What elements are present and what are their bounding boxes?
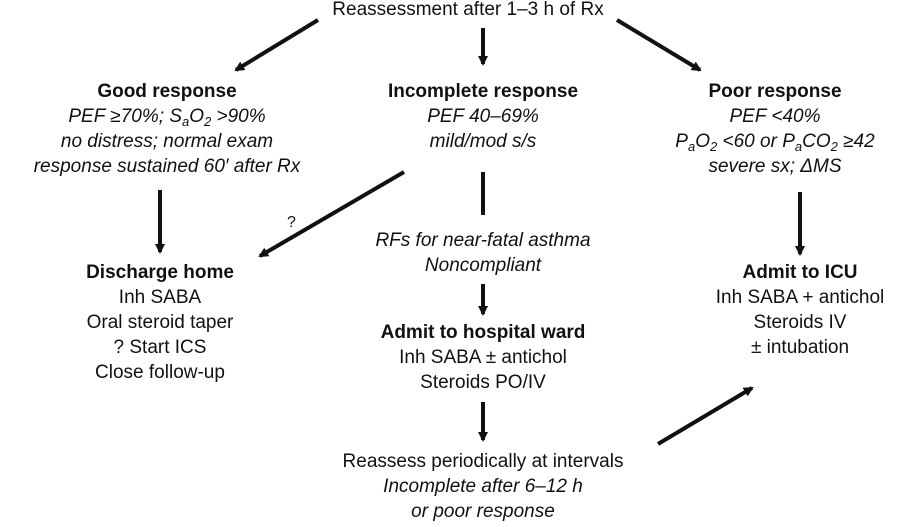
reassessment-node: Reassessment after 1–3 h of Rx <box>318 0 618 22</box>
discharge-item: ? Start ICS <box>113 337 207 358</box>
discharge-item: Inh SABA <box>118 287 202 308</box>
risk-factors-near-fatal: RFs for near-fatal asthma <box>375 230 591 251</box>
ward-item: Steroids PO/IV <box>420 372 546 393</box>
incomplete-response-symptoms: mild/mod s/s <box>429 131 537 152</box>
poor-response-pef: PEF <40% <box>729 106 821 127</box>
good-response-sustained: response sustained 60′ after Rx <box>33 156 301 177</box>
risk-factors-noncompliant: Noncompliant <box>424 255 542 276</box>
poor-response-node: Poor response PEF <40% PaO2 <60 or PaCO2… <box>644 79 906 179</box>
ward-item: Inh SABA ± antichol <box>399 347 567 368</box>
reassess-poor: or poor response <box>411 501 555 522</box>
good-response-node: Good response PEF ≥70%; SaO2 >90% no dis… <box>8 79 326 179</box>
poor-response-severity: severe sx; ΔMS <box>708 156 842 177</box>
good-response-exam: no distress; normal exam <box>60 131 274 152</box>
icu-item: ± intubation <box>750 337 850 358</box>
question-mark-label: ? <box>287 214 296 231</box>
poor-response-title: Poor response <box>708 81 842 102</box>
discharge-home-title: Discharge home <box>86 262 234 283</box>
discharge-home-node: Discharge home Inh SABA Oral steroid tap… <box>30 260 290 385</box>
discharge-item: Oral steroid taper <box>86 312 234 333</box>
incomplete-response-title: Incomplete response <box>387 81 579 102</box>
good-response-criteria: PEF ≥70%; SaO2 >90% <box>68 106 266 129</box>
incomplete-response-pef: PEF 40–69% <box>427 106 539 127</box>
icu-node: Admit to ICU Inh SABA + antichol Steroid… <box>680 260 908 360</box>
icu-item: Inh SABA + antichol <box>715 287 885 308</box>
reassess-node: Reassess periodically at intervals Incom… <box>298 449 668 524</box>
poor-response-gases: PaO2 <60 or PaCO2 ≥42 <box>675 131 875 154</box>
arrow-top-to-good <box>234 18 320 72</box>
reassess-incomplete: Incomplete after 6–12 h <box>383 476 583 497</box>
reassessment-label: Reassessment after 1–3 h of Rx <box>332 0 604 20</box>
icu-item: Steroids IV <box>753 312 847 333</box>
discharge-item: Close follow-up <box>95 362 225 383</box>
arrow-reassess-to-icu <box>656 386 754 446</box>
arrow-incomplete-to-discharge <box>258 170 406 258</box>
hospital-ward-node: Admit to hospital ward Inh SABA ± antich… <box>338 320 628 395</box>
arrow-top-to-poor <box>615 18 702 72</box>
icu-title: Admit to ICU <box>742 262 858 283</box>
hospital-ward-title: Admit to hospital ward <box>380 322 586 343</box>
risk-factors-node: RFs for near-fatal asthma Noncompliant <box>338 228 628 278</box>
reassess-periodic: Reassess periodically at intervals <box>342 451 624 472</box>
good-response-title: Good response <box>97 81 237 102</box>
incomplete-response-node: Incomplete response PEF 40–69% mild/mod … <box>348 79 618 154</box>
